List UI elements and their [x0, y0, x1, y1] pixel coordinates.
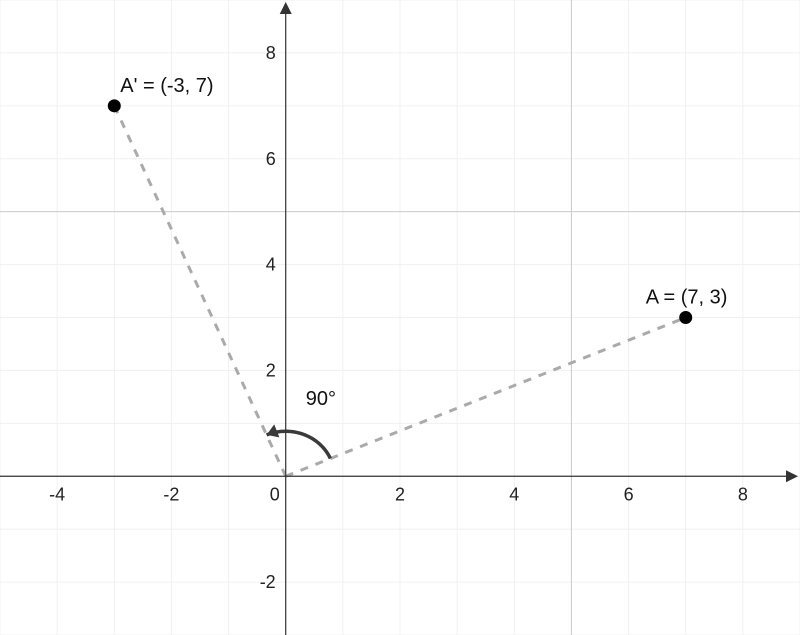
x-tick-label: -2	[163, 484, 179, 504]
y-tick-label: -2	[260, 572, 276, 592]
x-tick-label: 6	[624, 484, 634, 504]
x-tick-label: -4	[49, 484, 65, 504]
point-label-Ap: A' = (-3, 7)	[120, 75, 213, 97]
coordinate-plot: 90° -4 -2 0 2 4 6 8 -2 2 4 6 8 A = (7, 3) A' = (-3, 7)	[0, 0, 800, 635]
x-tick-label: 0	[270, 484, 280, 504]
y-tick-label: 8	[266, 43, 276, 63]
point-A	[679, 311, 692, 324]
point-label-A: A = (7, 3)	[646, 287, 728, 309]
x-tick-label: 4	[509, 484, 519, 504]
y-tick-label: 4	[266, 255, 276, 275]
point-Ap	[108, 99, 121, 112]
y-tick-label: 2	[266, 360, 276, 380]
x-tick-label: 2	[395, 484, 405, 504]
angle-label: 90°	[306, 388, 336, 410]
x-tick-label: 8	[738, 484, 748, 504]
y-tick-label: 6	[266, 149, 276, 169]
